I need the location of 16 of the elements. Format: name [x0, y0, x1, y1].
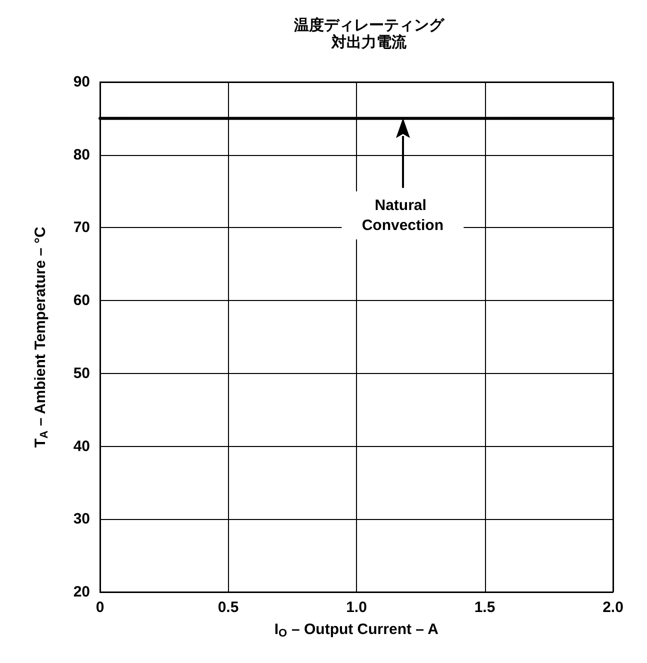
- y-tick-label: 90: [73, 74, 90, 90]
- x-tick-label: 2.0: [602, 599, 624, 616]
- y-tick-label: 70: [73, 219, 90, 236]
- y-tick-label: 40: [73, 438, 90, 455]
- y-tick-label: 60: [73, 292, 90, 310]
- chart-title: 温度ディレーティング対出力電流: [293, 16, 445, 51]
- y-tick-label: 50: [73, 364, 90, 382]
- y-tick-label: 20: [73, 584, 90, 600]
- y-tick-label: 30: [73, 510, 90, 528]
- x-tick-label: 0: [96, 599, 104, 616]
- annotation: Natural Convection: [362, 196, 444, 234]
- x-tick-label: 1.5: [474, 599, 496, 616]
- x-tick-label: 0.5: [218, 599, 239, 616]
- y-tick-label: 80: [73, 146, 90, 164]
- x-tick-label: 1.0: [346, 599, 367, 616]
- y-axis-title: TA – Ambient Temperature – °C: [32, 226, 50, 448]
